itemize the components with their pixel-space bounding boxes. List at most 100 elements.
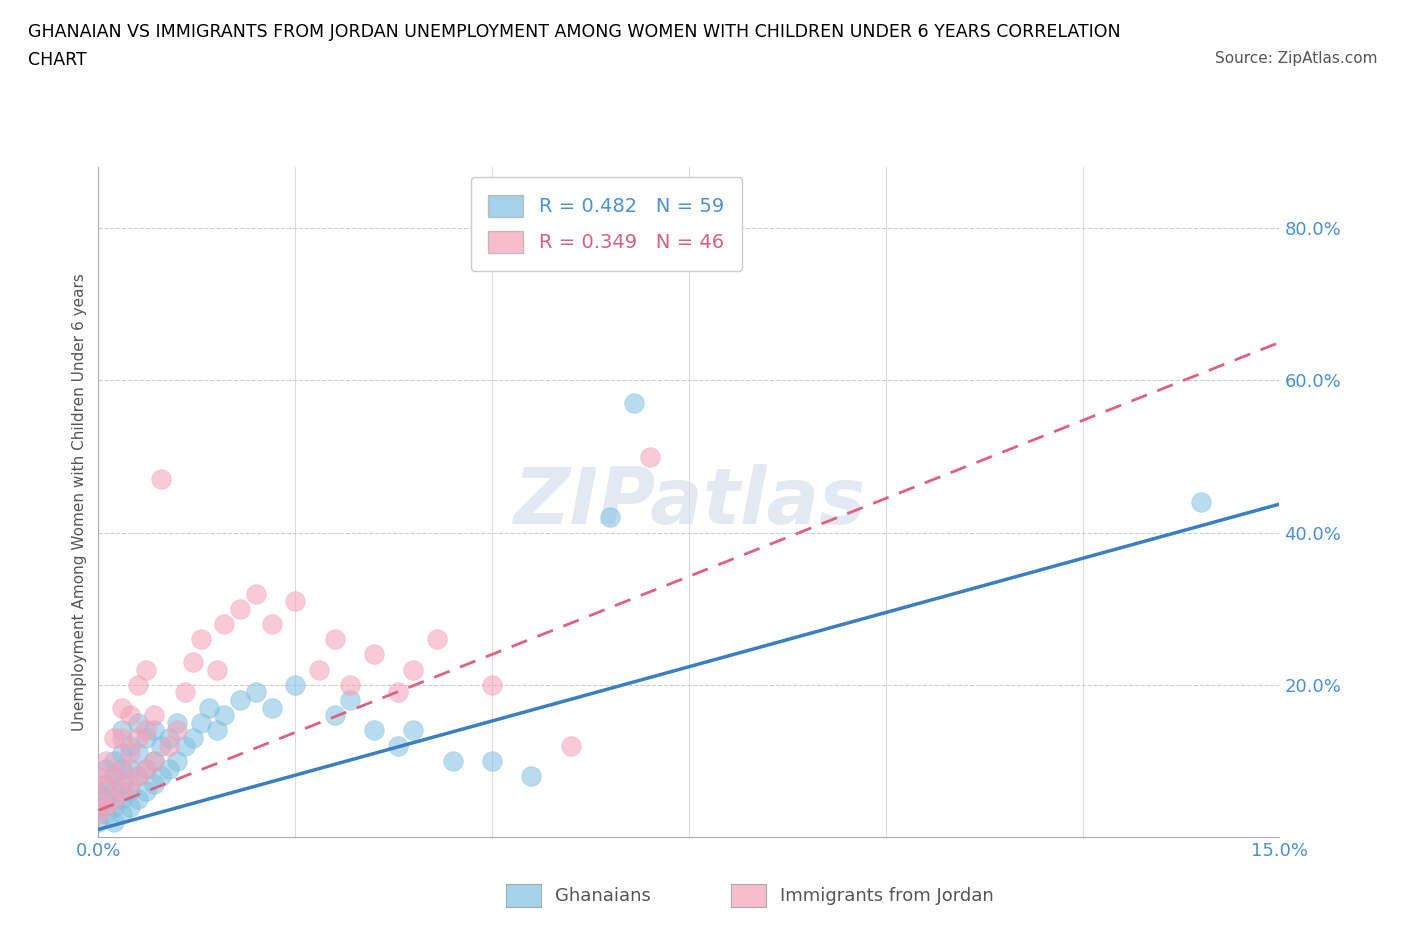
Point — [118, 761, 141, 776]
Text: GHANAIAN VS IMMIGRANTS FROM JORDAN UNEMPLOYMENT AMONG WOMEN WITH CHILDREN UNDER : GHANAIAN VS IMMIGRANTS FROM JORDAN UNEMP… — [28, 23, 1121, 41]
Point — [323, 631, 346, 646]
Point — [103, 799, 125, 814]
Point — [190, 631, 212, 646]
Point — [142, 753, 165, 768]
Point — [339, 677, 361, 692]
Point — [118, 746, 141, 761]
Point — [127, 791, 149, 806]
Point — [166, 723, 188, 737]
Point — [111, 700, 134, 715]
Point — [103, 815, 125, 830]
Point — [96, 806, 118, 821]
Point — [339, 693, 361, 708]
Point — [96, 777, 118, 791]
Point — [127, 769, 149, 784]
Point — [205, 723, 228, 737]
Point — [166, 715, 188, 730]
Text: Immigrants from Jordan: Immigrants from Jordan — [780, 886, 994, 905]
Point — [142, 753, 165, 768]
Point — [103, 791, 125, 806]
Point — [127, 769, 149, 784]
Point — [87, 769, 110, 784]
Point — [118, 784, 141, 799]
Point — [157, 738, 180, 753]
Text: CHART: CHART — [28, 51, 87, 69]
Point — [323, 708, 346, 723]
Point — [245, 586, 267, 601]
Point — [96, 761, 118, 776]
Point — [87, 799, 110, 814]
Point — [118, 738, 141, 753]
Point — [599, 510, 621, 525]
Point — [174, 738, 197, 753]
Point — [103, 769, 125, 784]
Point — [150, 472, 173, 486]
Point — [214, 617, 236, 631]
Point — [96, 799, 118, 814]
Point — [560, 738, 582, 753]
Point — [166, 753, 188, 768]
Text: Source: ZipAtlas.com: Source: ZipAtlas.com — [1215, 51, 1378, 66]
Point — [623, 396, 645, 411]
Point — [118, 708, 141, 723]
Text: ZIPatlas: ZIPatlas — [513, 464, 865, 540]
Point — [111, 723, 134, 737]
Point — [87, 806, 110, 821]
Point — [481, 753, 503, 768]
Point — [127, 746, 149, 761]
Point — [638, 449, 661, 464]
Point — [87, 815, 110, 830]
Point — [387, 738, 409, 753]
Point — [205, 662, 228, 677]
Point — [157, 731, 180, 746]
Point — [118, 777, 141, 791]
Point — [135, 784, 157, 799]
Point — [150, 769, 173, 784]
Point — [135, 761, 157, 776]
Legend: R = 0.482   N = 59, R = 0.349   N = 46: R = 0.482 N = 59, R = 0.349 N = 46 — [471, 177, 742, 271]
Point — [308, 662, 330, 677]
Point — [118, 799, 141, 814]
Point — [127, 677, 149, 692]
Point — [1189, 495, 1212, 510]
Point — [142, 708, 165, 723]
Point — [197, 700, 219, 715]
Point — [111, 784, 134, 799]
Point — [229, 602, 252, 617]
Point — [481, 677, 503, 692]
Point — [284, 593, 307, 608]
Point — [111, 806, 134, 821]
Point — [111, 761, 134, 776]
Point — [135, 731, 157, 746]
Point — [174, 685, 197, 700]
Point — [214, 708, 236, 723]
Point — [284, 677, 307, 692]
Point — [103, 769, 125, 784]
Y-axis label: Unemployment Among Women with Children Under 6 years: Unemployment Among Women with Children U… — [72, 273, 87, 731]
Point — [402, 662, 425, 677]
Point — [142, 777, 165, 791]
Point — [96, 791, 118, 806]
Point — [260, 700, 283, 715]
Point — [135, 723, 157, 737]
Point — [363, 723, 385, 737]
Point — [96, 777, 118, 791]
Point — [96, 753, 118, 768]
Point — [111, 791, 134, 806]
Point — [87, 791, 110, 806]
Point — [111, 731, 134, 746]
Point — [135, 662, 157, 677]
Point — [111, 746, 134, 761]
Point — [190, 715, 212, 730]
Point — [135, 761, 157, 776]
Point — [441, 753, 464, 768]
Point — [142, 723, 165, 737]
Text: Ghanaians: Ghanaians — [555, 886, 651, 905]
Point — [363, 647, 385, 662]
Point — [181, 655, 204, 670]
Point — [229, 693, 252, 708]
Point — [127, 731, 149, 746]
Point — [260, 617, 283, 631]
Point — [157, 761, 180, 776]
Point — [103, 784, 125, 799]
